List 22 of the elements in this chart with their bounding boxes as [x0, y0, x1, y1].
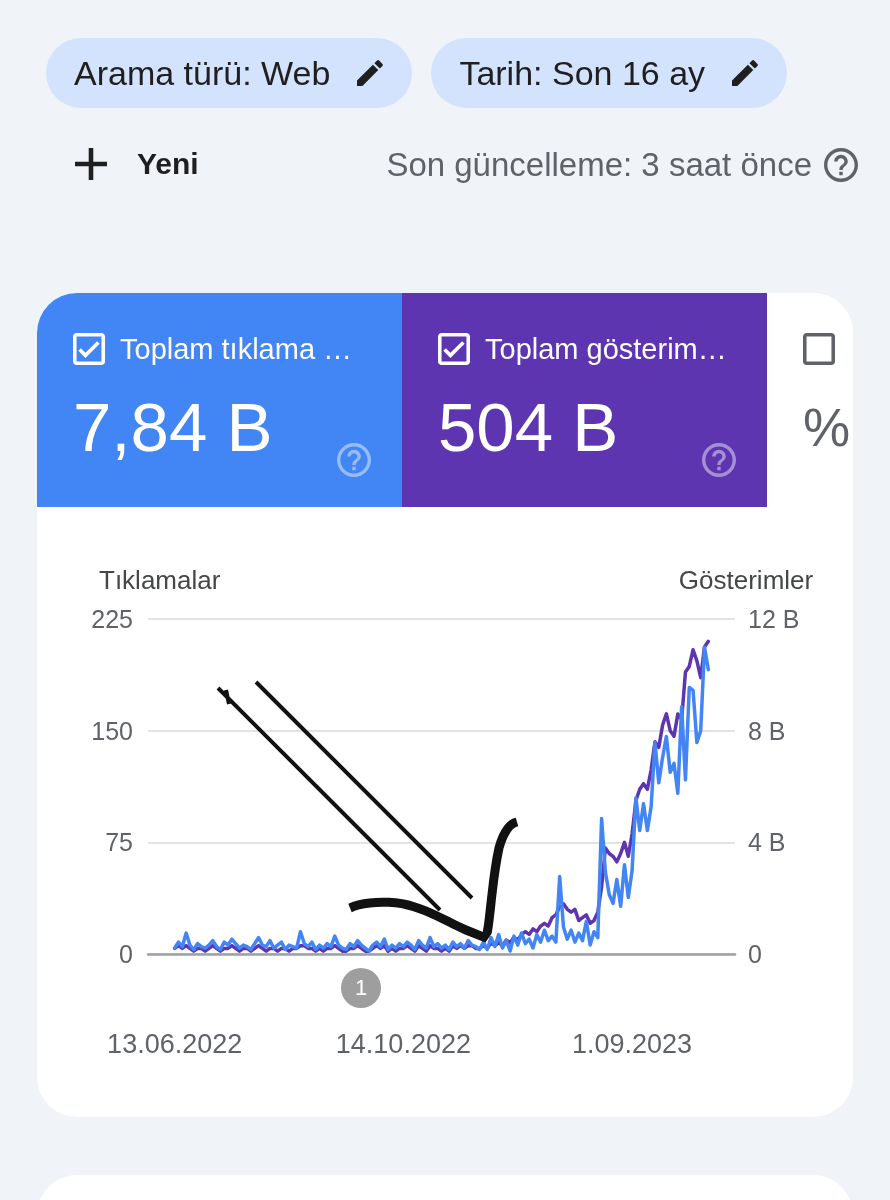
text: %: [803, 398, 851, 457]
x-tick-label: 1.09.2023: [572, 1028, 693, 1059]
y2-tick-label: 12 B: [748, 605, 800, 633]
y2-axis-title: Gösterimler: [678, 565, 814, 595]
text: Yeni: [137, 146, 199, 182]
y-axis-title: Tıklamalar: [99, 565, 221, 595]
text: Tarih: Son 16 ay: [459, 53, 706, 93]
y2-tick-label: 0: [748, 940, 762, 968]
category-label: Toplam gösterim…: [485, 332, 727, 367]
text: Son güncelleme: 3 saat önce: [386, 146, 812, 184]
y-tick-label: 0: [119, 940, 133, 968]
category-label: Toplam tıklama …: [120, 332, 353, 367]
y-tick-label: 150: [91, 716, 133, 745]
text: Arama türü: Web: [74, 53, 331, 93]
y2-tick-label: 4 B: [748, 828, 786, 857]
text: 7,84 B: [73, 389, 273, 466]
y-tick-label: 225: [91, 605, 133, 633]
y2-tick-label: 8 B: [748, 716, 786, 745]
y-tick-label: 75: [105, 828, 133, 857]
x-tick-label: 13.06.2022: [107, 1028, 243, 1059]
text: 504 B: [438, 389, 619, 466]
x-tick-label: 14.10.2022: [335, 1028, 471, 1059]
